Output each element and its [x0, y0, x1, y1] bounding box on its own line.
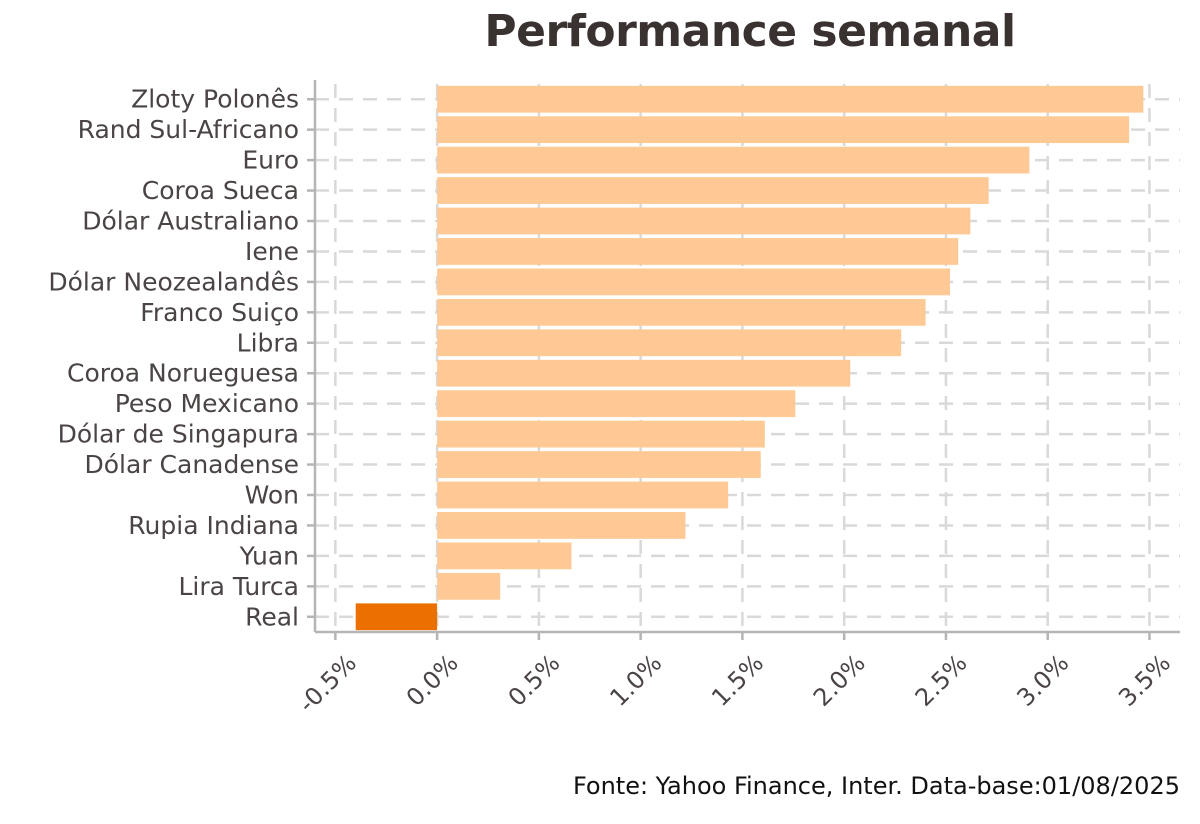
bar — [437, 298, 926, 326]
bar — [437, 451, 761, 478]
y-tick-label: Iene — [245, 237, 299, 266]
bar — [437, 238, 959, 265]
y-tick-label: Rupia Indiana — [128, 511, 299, 540]
bar — [355, 603, 438, 631]
bar — [437, 85, 1144, 113]
y-tick-label: Euro — [242, 146, 299, 175]
bars — [355, 85, 1144, 631]
bar — [437, 359, 851, 387]
y-tick-label: Coroa Sueca — [142, 176, 299, 205]
bar — [437, 542, 572, 570]
chart-title: Performance semanal — [484, 6, 1016, 57]
bar — [437, 116, 1130, 144]
y-tick-label: Coroa Norueguesa — [67, 359, 299, 388]
y-tick-label: Rand Sul-Africano — [78, 115, 299, 144]
bar — [437, 177, 989, 204]
y-tick-label: Yuan — [239, 541, 299, 570]
y-tick-label: Lira Turca — [178, 572, 299, 601]
bar — [437, 390, 796, 418]
y-tick-label: Zloty Polonês — [131, 85, 299, 114]
y-tick-label: Dólar Neozealandês — [48, 267, 299, 296]
x-tick-label: 1.0% — [604, 649, 667, 712]
bar — [437, 329, 902, 357]
y-tick-label: Dólar de Singapura — [58, 420, 299, 449]
bar — [437, 481, 729, 509]
y-tick-label: Libra — [237, 328, 299, 357]
y-tick-label: Dólar Australiano — [82, 207, 299, 236]
x-tick-label: -0.5% — [293, 649, 362, 718]
x-tick-label: 3.5% — [1113, 649, 1176, 712]
x-tick-label: 0.5% — [503, 649, 566, 712]
chart-caption: Fonte: Yahoo Finance, Inter. Data-base:0… — [572, 772, 1180, 800]
bar — [437, 512, 686, 539]
y-tick-label: Real — [245, 602, 299, 631]
y-tick-label: Franco Suiço — [140, 298, 299, 327]
y-tick-label: Peso Mexicano — [115, 389, 299, 418]
y-tick-label: Won — [245, 481, 299, 510]
bar — [437, 207, 971, 235]
x-tick-label: 3.0% — [1011, 649, 1074, 712]
axes — [307, 80, 1180, 640]
x-tick-label: 2.5% — [910, 649, 973, 712]
bar — [437, 268, 951, 296]
bar — [437, 146, 1030, 174]
x-tick-label: 1.5% — [706, 649, 769, 712]
x-tick-label: 0.0% — [401, 649, 464, 712]
y-tick-label: Dólar Canadense — [85, 450, 299, 479]
bar — [437, 420, 765, 448]
x-tick-label: 2.0% — [808, 649, 871, 712]
bar — [437, 572, 501, 600]
